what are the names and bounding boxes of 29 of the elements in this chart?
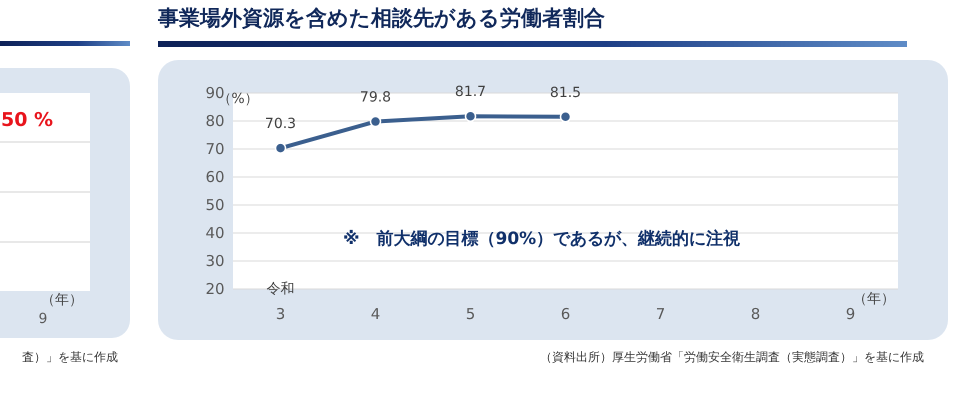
data-label: 79.8: [360, 90, 392, 106]
y-tick-label: 40: [205, 224, 225, 242]
chart-title: 事業場外資源を含めた相談先がある労働者割合: [157, 6, 605, 30]
x-tick-label: 5: [466, 305, 476, 323]
y-tick-label: 50: [205, 196, 225, 214]
y-tick-label: 30: [205, 252, 225, 270]
y-tick-label: 80: [205, 112, 225, 130]
text: 査）」を基に作成: [22, 350, 118, 364]
x-tick-label: 6: [560, 305, 570, 323]
data-label: 70.3: [264, 116, 296, 132]
point: [274, 142, 286, 154]
point: [560, 111, 572, 123]
point: [370, 116, 382, 128]
x-tick-label: 7: [656, 305, 666, 323]
data-label: 81.5: [550, 84, 582, 101]
x-axis-title: （年）: [853, 291, 895, 307]
y-tick-label: 60: [205, 168, 225, 186]
text: （資料出所）厚生労働省「労働安全衛生調査（実態調査）」を基に作成: [540, 350, 924, 364]
annotation: 令和: [266, 281, 294, 297]
x-tick-label: 4: [370, 305, 380, 323]
text: 50 %: [1, 109, 54, 131]
y-tick-label: 70: [205, 140, 225, 158]
y-tick-label: 20: [205, 280, 225, 298]
x-tick-label: 9: [846, 305, 856, 323]
x-tick-label: 8: [750, 305, 760, 323]
x-tick-label: 3: [276, 305, 286, 323]
annotation: ※ 前大綱の目標（90%）であるが、継続的に注視: [343, 229, 740, 249]
text: （年）: [41, 292, 83, 308]
data-label: 81.7: [454, 84, 486, 100]
